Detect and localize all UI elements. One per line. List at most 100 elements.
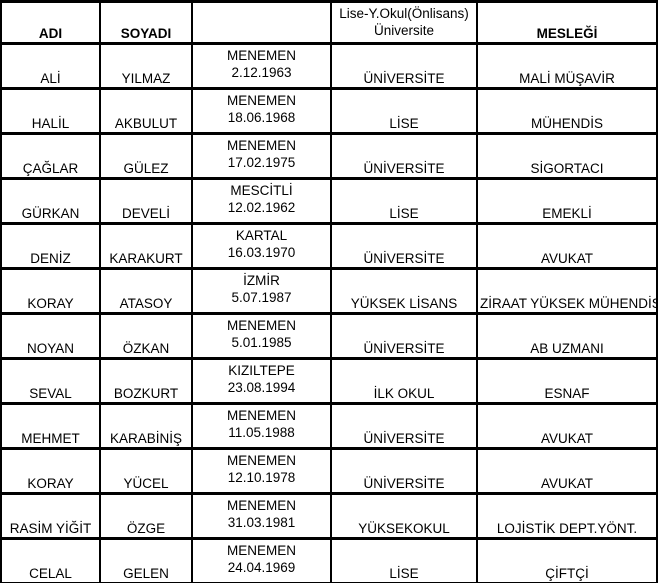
cell-birth: İZMİR 5.07.1987 (191, 267, 332, 315)
table-row: RASİM YİĞİT ÖZGE MENEMEN 31.03.1981 YÜKS… (0, 492, 658, 540)
cell-adi: ÇAĞLAR (0, 132, 101, 180)
cell-meslek: MÜHENDİS (476, 87, 658, 135)
cell-egitim: ÜNİVERSİTE (330, 447, 478, 495)
birth-place: KARTAL (235, 228, 288, 243)
cell-adi: ALİ (0, 42, 101, 90)
table-row: MEHMET KARABİNİŞ MENEMEN 11.05.1988 ÜNİV… (0, 402, 658, 450)
cell-adi: GÜRKAN (0, 177, 101, 225)
table-row: NOYAN ÖZKAN MENEMEN 5.01.1985 ÜNİVERSİTE… (0, 312, 658, 360)
birth-date: 31.03.1981 (227, 515, 296, 530)
cell-adi: RASİM YİĞİT (0, 492, 101, 540)
birth-place: KIZILTEPE (228, 363, 295, 378)
cell-birth: MENEMEN 2.12.1963 (191, 42, 332, 90)
cell-soyadi: AKBULUT (99, 87, 193, 135)
birth-place: MENEMEN (226, 318, 296, 333)
cell-birth: MESCİTLİ 12.02.1962 (191, 177, 332, 225)
header-row: ADI SOYADI Lise-Y.Okul(Önlisans) Ünivers… (0, 0, 658, 45)
cell-meslek: SİGORTACI (476, 132, 658, 180)
cell-soyadi: ÖZGE (99, 492, 193, 540)
cell-meslek: MALİ MÜŞAVİR (476, 42, 658, 90)
table-row: GÜRKAN DEVELİ MESCİTLİ 12.02.1962 LİSE E… (0, 177, 658, 225)
cell-egitim: ÜNİVERSİTE (330, 222, 478, 270)
cell-meslek: AB UZMANI (476, 312, 658, 360)
birth-place: MENEMEN (226, 543, 296, 558)
table-row: ALİ YILMAZ MENEMEN 2.12.1963 ÜNİVERSİTE … (0, 42, 658, 90)
table-row: CELAL GELEN MENEMEN 24.04.1969 LİSE ÇİFT… (0, 537, 658, 583)
cell-egitim: YÜKSEK LİSANS (330, 267, 478, 315)
cell-egitim: İLK OKUL (330, 357, 478, 405)
cell-egitim: LİSE (330, 87, 478, 135)
cell-meslek: ZİRAAT YÜKSEK MÜHENDİSİ (476, 267, 658, 315)
cell-birth: MENEMEN 18.06.1968 (191, 87, 332, 135)
birth-date: 24.04.1969 (227, 560, 296, 575)
cell-meslek: AVUKAT (476, 402, 658, 450)
table-row: DENİZ KARAKURT KARTAL 16.03.1970 ÜNİVERS… (0, 222, 658, 270)
table-row: ÇAĞLAR GÜLEZ MENEMEN 17.02.1975 ÜNİVERSİ… (0, 132, 658, 180)
cell-meslek: ESNAF (476, 357, 658, 405)
cell-egitim: ÜNİVERSİTE (330, 132, 478, 180)
birth-date: 18.06.1968 (227, 110, 296, 125)
cell-adi: NOYAN (0, 312, 101, 360)
col-header-egitim: Lise-Y.Okul(Önlisans) Üniversite (330, 0, 478, 45)
cell-birth: MENEMEN 5.01.1985 (191, 312, 332, 360)
cell-soyadi: GELEN (99, 537, 193, 583)
birth-place: MENEMEN (226, 408, 296, 423)
cell-soyadi: YILMAZ (99, 42, 193, 90)
birth-date: 5.01.1985 (231, 335, 292, 350)
birth-place: MENEMEN (226, 93, 296, 108)
col-header-birth (191, 0, 332, 45)
birth-place: MENEMEN (226, 138, 296, 153)
col-header-soyadi: SOYADI (99, 0, 193, 45)
cell-adi: KORAY (0, 447, 101, 495)
birth-date: 17.02.1975 (227, 155, 296, 170)
cell-adi: KORAY (0, 267, 101, 315)
col-header-egitim-line1: Lise-Y.Okul(Önlisans) (339, 6, 469, 21)
table-row: KORAY ATASOY İZMİR 5.07.1987 YÜKSEK LİSA… (0, 267, 658, 315)
birth-place: MESCİTLİ (230, 183, 293, 198)
birth-date: 12.10.1978 (227, 470, 296, 485)
cell-egitim: LİSE (330, 177, 478, 225)
birth-date: 2.12.1963 (231, 65, 292, 80)
cell-soyadi: DEVELİ (99, 177, 193, 225)
cell-meslek: EMEKLİ (476, 177, 658, 225)
cell-egitim: YÜKSEKOKUL (330, 492, 478, 540)
cell-adi: CELAL (0, 537, 101, 583)
col-header-meslegi: MESLEĞİ (476, 0, 658, 45)
birth-date: 12.02.1962 (227, 200, 296, 215)
col-header-egitim-line2: Üniversite (373, 23, 435, 38)
cell-meslek: ÇİFTÇİ (476, 537, 658, 583)
cell-birth: MENEMEN 11.05.1988 (191, 402, 332, 450)
cell-adi: HALİL (0, 87, 101, 135)
birth-place: İZMİR (243, 273, 280, 288)
cell-birth: MENEMEN 17.02.1975 (191, 132, 332, 180)
birth-date: 5.07.1987 (231, 290, 292, 305)
cell-birth: KARTAL 16.03.1970 (191, 222, 332, 270)
cell-soyadi: GÜLEZ (99, 132, 193, 180)
cell-soyadi: ATASOY (99, 267, 193, 315)
birth-date: 16.03.1970 (227, 245, 296, 260)
cell-soyadi: YÜCEL (99, 447, 193, 495)
cell-adi: SEVAL (0, 357, 101, 405)
cell-egitim: ÜNİVERSİTE (330, 402, 478, 450)
birth-date: 11.05.1988 (228, 425, 295, 440)
cell-egitim: ÜNİVERSİTE (330, 312, 478, 360)
cell-birth: MENEMEN 12.10.1978 (191, 447, 332, 495)
cell-meslek: LOJİSTİK DEPT.YÖNT. (476, 492, 658, 540)
birth-place: MENEMEN (226, 453, 296, 468)
cell-adi: MEHMET (0, 402, 101, 450)
cell-soyadi: KARABİNİŞ (99, 402, 193, 450)
cell-birth: KIZILTEPE 23.08.1994 (191, 357, 332, 405)
cell-soyadi: BOZKURT (99, 357, 193, 405)
cell-soyadi: KARAKURT (99, 222, 193, 270)
cell-meslek: AVUKAT (476, 222, 658, 270)
cell-adi: DENİZ (0, 222, 101, 270)
cell-birth: MENEMEN 24.04.1969 (191, 537, 332, 583)
birth-date: 23.08.1994 (227, 380, 296, 395)
cell-egitim: ÜNİVERSİTE (330, 42, 478, 90)
birth-place: MENEMEN (226, 48, 296, 63)
cell-meslek: AVUKAT (476, 447, 658, 495)
col-header-adi: ADI (0, 0, 101, 45)
birth-place: MENEMEN (226, 498, 296, 513)
